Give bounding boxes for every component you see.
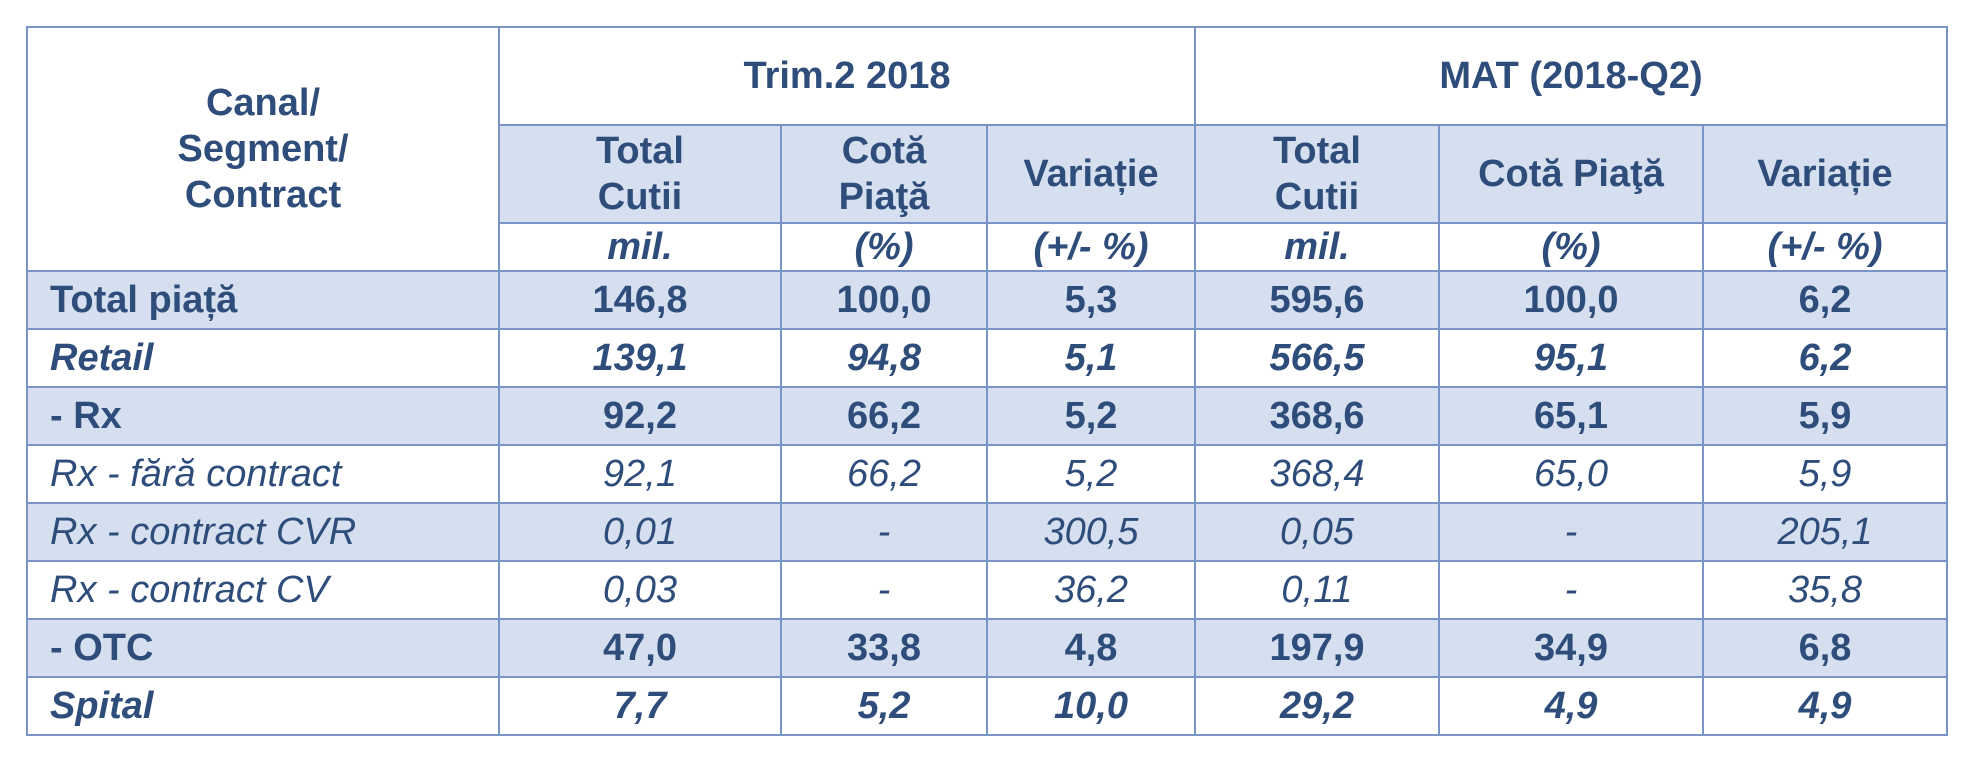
- table-cell: 36,2: [986, 560, 1196, 620]
- table-cell: 0,03: [498, 560, 782, 620]
- market-share-table: Canal/ Segment/ Contract Trim.2 2018 MAT…: [26, 26, 1948, 736]
- table-cell: 5,2: [780, 676, 988, 736]
- table-cell: 65,0: [1438, 444, 1704, 504]
- table-cell: 35,8: [1702, 560, 1948, 620]
- corner-label: Canal/ Segment/ Contract: [177, 82, 349, 216]
- table-cell: 5,2: [986, 386, 1196, 446]
- table-cell: -: [1438, 502, 1704, 562]
- group-header-mat: MAT (2018-Q2): [1194, 26, 1948, 126]
- table-cell: 368,4: [1194, 444, 1440, 504]
- table-cell: -: [1438, 560, 1704, 620]
- table-row: Spital 7,7 5,2 10,0 29,2 4,9 4,9: [26, 676, 1948, 736]
- table-row: Rx - contract CVR 0,01-300,5 0,05-205,1: [26, 502, 1948, 562]
- table-cell: 92,2: [498, 386, 782, 446]
- table-row: Rx - fără contract 92,1 66,2 5,2 368,4 65,0 5,…: [26, 444, 1948, 504]
- table-row: Total piață 146,8 100,0 5,3 595,6 100,0 6,2: [26, 270, 1948, 330]
- table-cell: 65,1: [1438, 386, 1704, 446]
- row-label: - OTC: [26, 618, 500, 678]
- table-cell: 566,5: [1194, 328, 1440, 388]
- table-cell: 368,6: [1194, 386, 1440, 446]
- row-label: Retail: [26, 328, 500, 388]
- table-cell: 0,05: [1194, 502, 1440, 562]
- table-cell: 100,0: [1438, 270, 1704, 330]
- table-cell: 33,8: [780, 618, 988, 678]
- unit-cell: (%): [1438, 222, 1704, 272]
- table-row: Retail 139,1 94,8 5,1 566,5 95,1 6,2: [26, 328, 1948, 388]
- table-row: - OTC 47,0 33,8 4,8 197,9 34,9 6,8: [26, 618, 1948, 678]
- corner-header: Canal/ Segment/ Contract: [26, 26, 500, 272]
- table-cell: 6,2: [1702, 270, 1948, 330]
- row-label: - Rx: [26, 386, 500, 446]
- table-row: - Rx 92,2 66,2 5,2 368,6 65,1 5,9: [26, 386, 1948, 446]
- unit-cell: mil.: [1194, 222, 1440, 272]
- table-cell: 5,3: [986, 270, 1196, 330]
- row-label: Spital: [26, 676, 500, 736]
- table-cell: 66,2: [780, 444, 988, 504]
- table-cell: 5,9: [1702, 386, 1948, 446]
- table-cell: 100,0: [780, 270, 988, 330]
- subheader-total-cutii: Total Cutii: [498, 124, 782, 224]
- table-cell: 139,1: [498, 328, 782, 388]
- row-label: Total piață: [26, 270, 500, 330]
- unit-cell: (+/- %): [986, 222, 1196, 272]
- table-cell: 92,1: [498, 444, 782, 504]
- row-label: Rx - fără contract: [26, 444, 500, 504]
- table-cell: 29,2: [1194, 676, 1440, 736]
- table-cell: 6,8: [1702, 618, 1948, 678]
- subheader-variatie: Variație: [986, 124, 1196, 224]
- row-label: Rx - contract CV: [26, 560, 500, 620]
- table-row: Rx - contract CV 0,03-36,2 0,11-35,8: [26, 560, 1948, 620]
- table-cell: 146,8: [498, 270, 782, 330]
- unit-cell: (+/- %): [1702, 222, 1948, 272]
- subheader-variatie-mat: Variație: [1702, 124, 1948, 224]
- table-cell: 197,9: [1194, 618, 1440, 678]
- subheader-total-cutii-mat: Total Cutii: [1194, 124, 1440, 224]
- table-cell: 0,11: [1194, 560, 1440, 620]
- table-cell: 47,0: [498, 618, 782, 678]
- subheader-cota-piata: Cotă Piaţă: [780, 124, 988, 224]
- table-cell: 94,8: [780, 328, 988, 388]
- table-cell: 595,6: [1194, 270, 1440, 330]
- table-cell: 5,9: [1702, 444, 1948, 504]
- table-cell: 5,2: [986, 444, 1196, 504]
- table-cell: 5,1: [986, 328, 1196, 388]
- table-cell: 4,9: [1438, 676, 1704, 736]
- unit-cell: (%): [780, 222, 988, 272]
- table-cell: 300,5: [986, 502, 1196, 562]
- table-cell: 34,9: [1438, 618, 1704, 678]
- table-cell: 7,7: [498, 676, 782, 736]
- row-label: Rx - contract CVR: [26, 502, 500, 562]
- unit-cell: mil.: [498, 222, 782, 272]
- table-cell: 205,1: [1702, 502, 1948, 562]
- table-cell: 6,2: [1702, 328, 1948, 388]
- table-body: Total piață 146,8 100,0 5,3 595,6 100,0 6,2 Ret…: [26, 270, 1948, 736]
- subheader-cota-piata-mat: Cotă Piaţă: [1438, 124, 1704, 224]
- table-cell: 4,9: [1702, 676, 1948, 736]
- table-cell: -: [780, 560, 988, 620]
- table-cell: 10,0: [986, 676, 1196, 736]
- table-cell: -: [780, 502, 988, 562]
- table-cell: 0,01: [498, 502, 782, 562]
- table-cell: 66,2: [780, 386, 988, 446]
- table-cell: 4,8: [986, 618, 1196, 678]
- table-cell: 95,1: [1438, 328, 1704, 388]
- group-header-trim2: Trim.2 2018: [498, 26, 1196, 126]
